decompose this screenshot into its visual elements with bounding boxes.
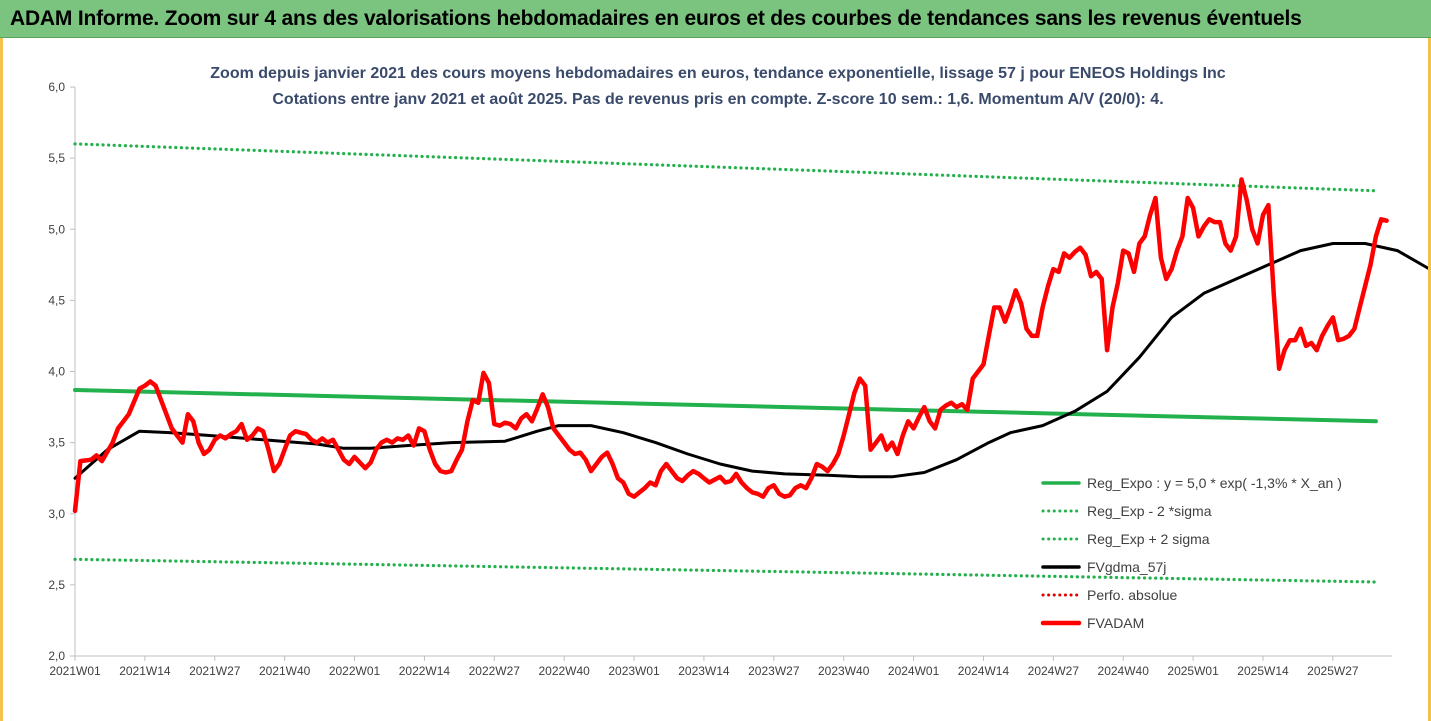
series-line-1	[73, 557, 1378, 584]
x-tick-label: 2024W01	[888, 664, 940, 678]
series-layer	[72, 142, 1428, 584]
x-tick-label: 2024W40	[1098, 664, 1150, 678]
series-line-2	[73, 142, 1378, 193]
x-tick-label: 2021W14	[119, 664, 171, 678]
chart-frame: Zoom depuis janvier 2021 des cours moyen…	[0, 38, 1431, 721]
x-tick-label: 2025W01	[1167, 664, 1219, 678]
y-tick-label: 3,0	[48, 507, 65, 521]
chart-title-line1: Zoom depuis janvier 2021 des cours moyen…	[210, 65, 1226, 82]
x-tick-label: 2023W01	[608, 664, 660, 678]
x-tick-label: 2021W01	[49, 664, 101, 678]
chart-title-line2: Cotations entre janv 2021 et août 2025. …	[272, 91, 1163, 108]
y-tick-label: 2,0	[48, 649, 65, 663]
x-tick-label: 2022W01	[329, 664, 381, 678]
y-tick-label: 3,5	[48, 436, 65, 450]
y-tick-label: 4,0	[48, 365, 65, 379]
x-tick-label: 2025W14	[1237, 664, 1289, 678]
legend-label-5: FVADAM	[1087, 615, 1144, 631]
series-line-5	[72, 177, 1389, 514]
x-tick-label: 2024W27	[1028, 664, 1080, 678]
x-tick-label: 2022W40	[538, 664, 590, 678]
x-tick-label: 2023W14	[678, 664, 730, 678]
legend: Reg_Expo : y = 5,0 * exp( -1,3% * X_an )…	[1040, 475, 1342, 631]
x-tick-label: 2023W40	[818, 664, 870, 678]
legend-label-4: Perfo. absolue	[1087, 587, 1177, 603]
x-tick-label: 2021W40	[259, 664, 311, 678]
legend-label-2: Reg_Exp + 2 sigma	[1087, 531, 1210, 547]
x-tick-label: 2024W14	[958, 664, 1010, 678]
x-tick-label: 2025W27	[1307, 664, 1359, 678]
x-tick-label: 2023W27	[748, 664, 800, 678]
series-line-0	[73, 388, 1378, 424]
x-tick-label: 2021W27	[189, 664, 241, 678]
x-tick-label: 2022W27	[469, 664, 521, 678]
legend-label-1: Reg_Exp - 2 *sigma	[1087, 503, 1212, 519]
y-tick-label: 2,5	[48, 578, 65, 592]
report-title: ADAM Informe. Zoom sur 4 ans des valoris…	[10, 7, 1302, 30]
axes: 2,0 2,5 3,0 3,5 4,0 4,5 5,0 5,5 6,0 2021W01 2021W1…	[48, 80, 1392, 678]
y-tick-label: 4,5	[48, 293, 65, 307]
y-tick-label: 5,0	[48, 222, 65, 236]
y-tick-label: 6,0	[48, 80, 65, 94]
series-line-3	[73, 242, 1428, 480]
x-tick-label: 2022W14	[399, 664, 451, 678]
y-tick-label: 5,5	[48, 151, 65, 165]
line-chart: Zoom depuis janvier 2021 des cours moyen…	[48, 65, 1428, 678]
legend-label-3: FVgdma_57j	[1087, 559, 1166, 575]
legend-label-0: Reg_Expo : y = 5,0 * exp( -1,3% * X_an )	[1087, 475, 1342, 491]
report-banner: ADAM Informe. Zoom sur 4 ans des valoris…	[0, 0, 1431, 38]
